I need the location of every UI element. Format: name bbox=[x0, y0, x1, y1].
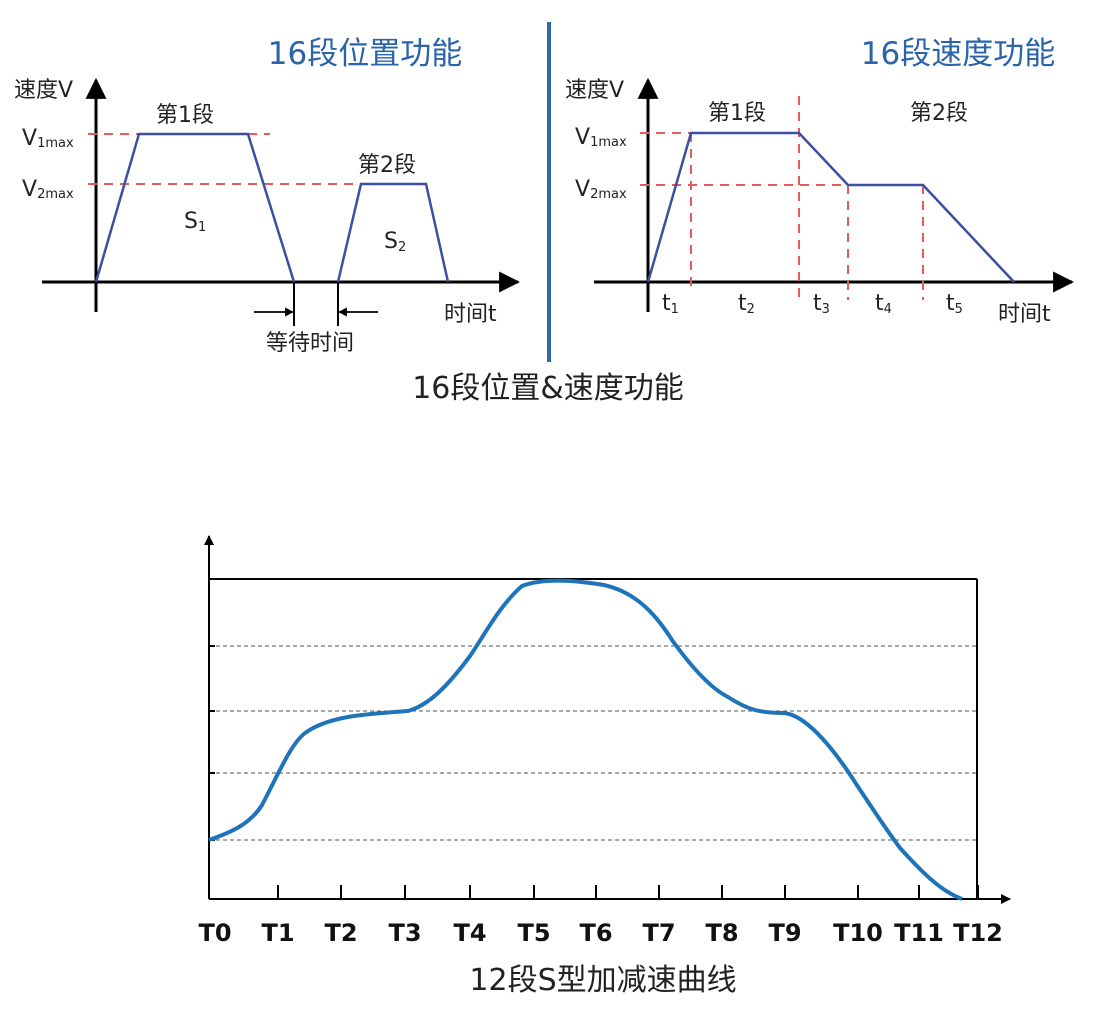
x-tick-label: T1 bbox=[261, 919, 294, 947]
x-tick-label: T9 bbox=[768, 919, 801, 947]
s1-label: S1 bbox=[184, 209, 206, 235]
svg-text:V2max: V2max bbox=[575, 177, 627, 202]
s-curve-chart: T0 T1 T2 T3 T4 T5 T6 T7 T8 T9 T10 T11 T12 12段S型加减速曲线 bbox=[198, 535, 1011, 998]
speed-v2max-label: V2max bbox=[575, 177, 627, 202]
position-panel-title: 16段位置功能 bbox=[268, 36, 462, 72]
segment2-label: 第2段 bbox=[358, 153, 416, 178]
v2max-label: V2max bbox=[22, 177, 74, 202]
chart-x-ticks: T0 T1 T2 T3 T4 T5 T6 T7 T8 T9 T10 T11 T12 bbox=[198, 885, 1003, 947]
segment2-trapezoid bbox=[336, 182, 450, 283]
speed-function-panel: 16段速度功能 速度V 时间t V1max V2max 第1段 第2段 t1 t… bbox=[565, 36, 1075, 327]
position-function-panel: 16段位置功能 速度V 时间t V1max V2max 第1段 第2段 S1 S… bbox=[14, 36, 521, 356]
s2-label: S2 bbox=[384, 229, 406, 255]
chart-gridlines bbox=[209, 645, 977, 841]
speed-x-axis-label: 时间t bbox=[998, 302, 1051, 327]
position-y-axis-label: 速度V bbox=[14, 78, 73, 103]
svg-text:V1max: V1max bbox=[575, 125, 627, 150]
svg-text:V1max: V1max bbox=[22, 126, 74, 151]
x-tick-label: T6 bbox=[579, 919, 612, 947]
top-caption: 16段位置&速度功能 bbox=[412, 371, 684, 406]
t5-label: t5 bbox=[946, 291, 963, 317]
segment1-trapezoid bbox=[94, 132, 296, 283]
v1max-label: V1max bbox=[22, 126, 74, 151]
x-tick-label: T10 bbox=[833, 919, 883, 947]
speed-segment2-label: 第2段 bbox=[910, 101, 968, 126]
x-tick-label: T7 bbox=[642, 919, 675, 947]
s-curve-line bbox=[208, 578, 963, 901]
t1-label: t1 bbox=[662, 291, 679, 317]
x-tick-label: T5 bbox=[517, 919, 550, 947]
x-tick-label: T3 bbox=[388, 919, 421, 947]
time-interval-labels: t1 t2 t3 t4 t5 bbox=[662, 291, 963, 317]
x-tick-label: T2 bbox=[324, 919, 357, 947]
x-tick-label: T8 bbox=[705, 919, 738, 947]
svg-text:S2: S2 bbox=[384, 229, 406, 255]
x-tick-label: T11 bbox=[894, 919, 944, 947]
speed-v1max-label: V1max bbox=[575, 125, 627, 150]
t4-label: t4 bbox=[875, 291, 892, 317]
bottom-caption: 12段S型加减速曲线 bbox=[469, 963, 736, 998]
speed-profile-line bbox=[646, 131, 1015, 283]
svg-text:S1: S1 bbox=[184, 209, 206, 235]
x-tick-label: T0 bbox=[198, 919, 231, 947]
t2-label: t2 bbox=[738, 291, 755, 317]
segment1-label: 第1段 bbox=[156, 103, 214, 128]
position-x-axis-label: 时间t bbox=[444, 302, 497, 327]
t3-label: t3 bbox=[813, 291, 830, 317]
x-tick-label: T4 bbox=[453, 919, 486, 947]
speed-panel-title: 16段速度功能 bbox=[861, 36, 1055, 72]
x-tick-label: T12 bbox=[953, 919, 1003, 947]
speed-y-axis-label: 速度V bbox=[565, 78, 624, 103]
wait-time-label: 等待时间 bbox=[266, 331, 354, 356]
speed-segment1-label: 第1段 bbox=[708, 101, 766, 126]
svg-text:V2max: V2max bbox=[22, 177, 74, 202]
